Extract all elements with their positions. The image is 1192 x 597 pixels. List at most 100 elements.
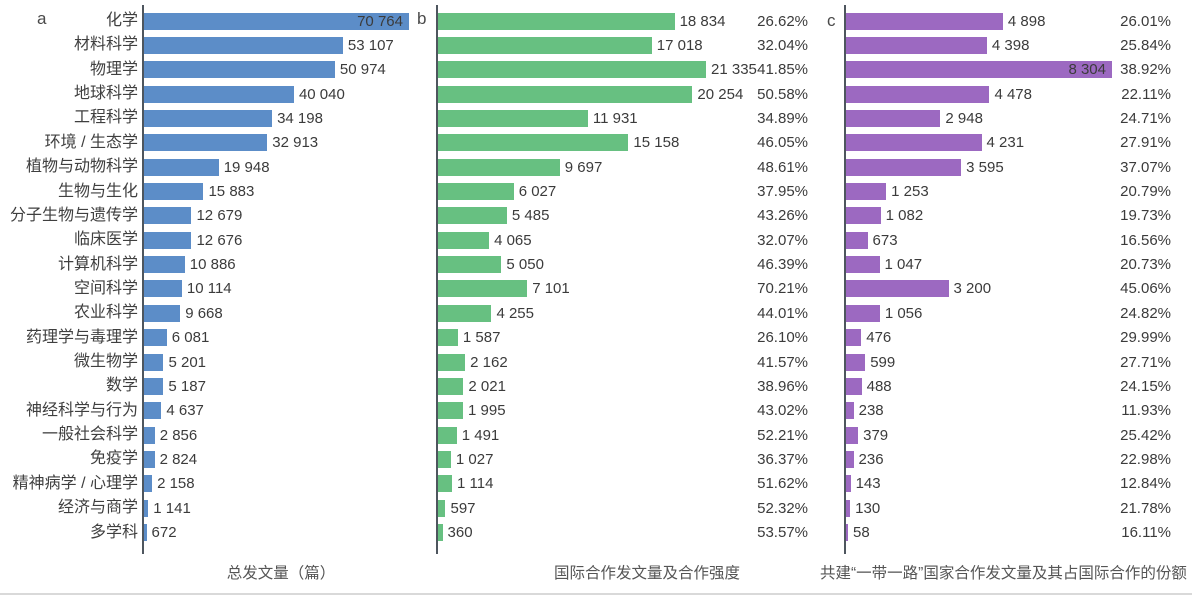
value-label: 21 335 [711,61,757,79]
category-label: 空间科学 [73,279,138,297]
bar [846,426,859,444]
value-label: 4 898 [1007,12,1046,30]
category-label: 免疫学 [89,450,138,468]
category-label: 药理学与毒理学 [25,328,138,346]
bar [438,109,588,127]
value-label: 5 201 [168,353,207,371]
bar [846,402,854,420]
bar [144,353,164,371]
percent-label: 46.39% [757,256,808,274]
percent-label: 53.57% [757,524,808,542]
value-label: 19 948 [223,158,270,176]
value-label: 672 [151,524,177,542]
value-label: 4 255 [496,304,534,322]
value-label: 2 158 [157,475,195,493]
bar [438,450,451,468]
value-label: 4 231 [986,134,1025,152]
bar [846,353,866,371]
bar [144,329,167,347]
percent-label: 16.56% [1120,231,1171,249]
bar [846,280,949,298]
bar [846,134,982,152]
category-label: 生物与生化 [57,182,138,200]
bar [438,280,528,298]
percent-label: 19.73% [1120,207,1171,225]
value-label: 70 764 [357,12,403,30]
bar [144,183,204,201]
percent-label: 24.71% [1120,109,1171,127]
bar [846,450,854,468]
value-label: 40 040 [298,85,345,103]
percent-label: 27.71% [1120,353,1171,371]
bar [846,256,880,274]
percent-label: 24.82% [1120,304,1171,322]
bar [438,61,706,79]
value-label: 2 856 [159,426,198,444]
bar [438,329,458,347]
panel-b-axis-line [436,5,438,554]
value-label: 10 114 [186,280,232,298]
bar [846,377,862,395]
value-label: 1 027 [455,450,494,468]
value-label: 5 187 [168,377,206,395]
bar [438,256,502,274]
panel-letter-c: c [827,11,836,30]
category-label: 微生物学 [73,353,138,371]
category-label: 计算机科学 [57,255,138,273]
category-label: 一般社会科学 [41,426,138,444]
percent-label: 41.57% [757,353,808,371]
value-label: 4 637 [166,402,204,420]
bar [846,499,851,517]
bar [438,475,452,493]
value-label: 130 [855,499,881,517]
percent-label: 26.62% [757,12,808,30]
value-label: 53 107 [347,36,394,54]
bar [144,499,149,517]
category-label: 工程科学 [73,109,138,127]
value-label: 8 304 [1068,61,1106,79]
bar [438,36,652,54]
bar [144,231,192,249]
bottom-divider [0,593,1192,595]
percent-label: 46.05% [757,134,808,152]
bar [438,377,464,395]
percent-label: 38.92% [1120,61,1171,79]
bar [846,61,1112,79]
bar [144,134,268,152]
category-label: 分子生物与遗传学 [9,206,138,224]
percent-label: 11.93% [1121,402,1171,420]
percent-label: 27.91% [1120,134,1171,152]
percent-label: 32.04% [757,36,808,54]
percent-label: 70.21% [757,280,808,298]
bar [438,207,507,225]
value-label: 3 595 [966,158,1004,176]
value-label: 4 398 [991,36,1030,54]
bar [144,158,219,176]
bar [438,158,560,176]
percent-label: 37.95% [757,183,808,201]
bar [438,12,675,30]
value-label: 673 [872,231,898,249]
value-label: 4 065 [494,231,532,249]
bar [438,499,446,517]
bar [846,475,851,493]
percent-label: 21.78% [1120,499,1171,517]
value-label: 9 668 [185,304,223,322]
percent-label: 25.84% [1120,36,1171,54]
value-label: 597 [450,499,476,517]
value-label: 1 082 [885,207,924,225]
bar [144,36,343,54]
value-label: 1 587 [462,329,501,347]
panel-c-axis-line [844,5,846,554]
panel-a-axis-line [142,5,144,554]
percent-label: 43.02% [757,402,808,420]
panel-letter-b: b [417,9,427,28]
value-label: 11 931 [592,109,638,127]
bar [438,231,490,249]
percent-label: 26.10% [757,329,808,347]
value-label: 15 883 [208,183,255,201]
value-label: 488 [866,377,892,395]
value-label: 1 114 [456,475,494,493]
bar [438,353,466,371]
bar [144,85,294,103]
